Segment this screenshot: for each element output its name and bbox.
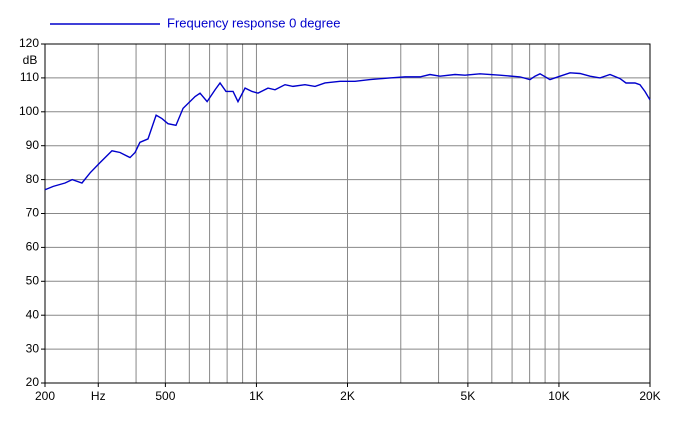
series-line <box>44 72 651 191</box>
legend-label: Frequency response 0 degree <box>167 15 340 30</box>
x-tick-label: 200 <box>35 389 55 403</box>
x-tick-label: 2K <box>340 389 355 403</box>
y-tick-label: 80 <box>26 172 40 186</box>
y-tick-label: 100 <box>19 104 39 118</box>
x-tick-label: 10K <box>548 389 569 403</box>
y-tick-label: 110 <box>20 70 39 84</box>
y-tick-label: 30 <box>26 341 40 355</box>
y-tick-label: 20 <box>26 375 40 389</box>
y-tick-label: 40 <box>26 307 40 321</box>
x-tick-label: 1K <box>249 389 264 403</box>
y-tick-label: 60 <box>26 240 40 254</box>
plot-frame <box>44 43 651 384</box>
y-tick-label: 50 <box>26 273 40 287</box>
y-tick-label: 70 <box>26 206 40 220</box>
x-tick-label: 5K <box>461 389 476 403</box>
x-tick-label: 20K <box>639 389 660 403</box>
y-axis-label: dB <box>23 53 38 67</box>
x-tick-label: Hz <box>91 389 106 403</box>
y-tick-label: 120 <box>19 36 39 50</box>
x-tick-label: 500 <box>155 389 175 403</box>
y-tick-label: 90 <box>26 138 40 152</box>
